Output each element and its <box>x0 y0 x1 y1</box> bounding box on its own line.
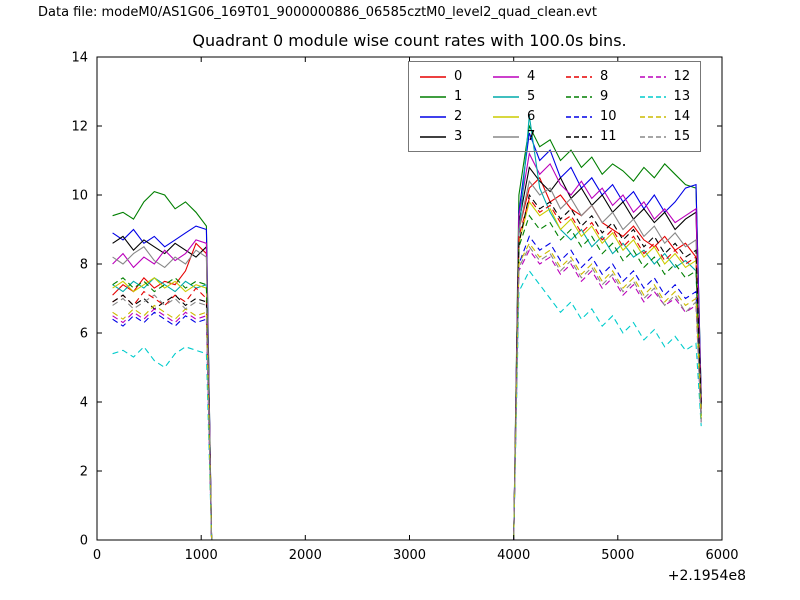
legend-label: 6 <box>527 109 536 124</box>
legend-line-sample <box>639 95 666 98</box>
legend-item-14: 14 <box>639 107 691 126</box>
legend-label: 9 <box>600 89 609 104</box>
legend-item-3: 3 <box>419 127 470 146</box>
x-tick-label: 1000 <box>185 548 218 563</box>
legend-item-2: 2 <box>419 107 470 126</box>
legend-item-10: 10 <box>565 107 617 126</box>
legend-item-8: 8 <box>565 67 617 86</box>
legend-label: 11 <box>600 129 617 144</box>
series-line-9 <box>112 214 702 541</box>
legend-item-15: 15 <box>639 127 691 146</box>
x-offset-label: +2.1954e8 <box>668 568 746 584</box>
series-line-10 <box>112 235 702 541</box>
legend-line-sample <box>493 135 519 138</box>
legend-item-0: 0 <box>419 67 470 86</box>
legend-item-11: 11 <box>565 127 617 146</box>
legend-item-6: 6 <box>492 107 543 126</box>
legend-item-7: 7 <box>492 127 543 146</box>
y-tick-label: 2 <box>80 465 88 480</box>
legend-label: 4 <box>527 69 536 84</box>
legend-item-1: 1 <box>419 87 470 106</box>
y-tick-label: 12 <box>71 120 88 135</box>
chart-title: Quadrant 0 module wise count rates with … <box>192 31 627 50</box>
legend-line-sample <box>639 75 666 78</box>
legend-label: 2 <box>454 109 463 124</box>
x-tick-label: 6000 <box>705 548 738 563</box>
series-line-13 <box>112 269 702 541</box>
series-line-8 <box>112 197 702 541</box>
y-tick-label: 0 <box>80 534 88 549</box>
legend-line-sample <box>566 135 592 138</box>
legend-line-sample <box>566 75 592 78</box>
series-line-14 <box>112 242 702 541</box>
y-tick-label: 4 <box>80 396 88 411</box>
series-line-7 <box>112 179 702 541</box>
legend-line-sample <box>493 115 519 118</box>
legend-line-sample <box>639 135 666 138</box>
legend-item-4: 4 <box>492 67 543 86</box>
legend-label: 8 <box>600 69 609 84</box>
legend-item-12: 12 <box>639 67 691 86</box>
legend-item-13: 13 <box>639 87 691 106</box>
legend-label: 7 <box>527 129 536 144</box>
series-line-2 <box>112 132 702 541</box>
legend-label: 15 <box>673 129 691 144</box>
y-tick-label: 8 <box>80 258 88 273</box>
y-tick-label: 10 <box>71 189 88 204</box>
legend-label: 13 <box>673 89 691 104</box>
x-tick-label: 4000 <box>497 548 530 563</box>
legend-item-5: 5 <box>492 87 543 106</box>
x-tick-label: 2000 <box>289 548 322 563</box>
legend-line-sample <box>420 75 446 78</box>
legend-line-sample <box>420 135 446 138</box>
series-line-11 <box>112 193 702 541</box>
series-line-0 <box>112 176 702 541</box>
legend-label: 12 <box>673 69 691 84</box>
legend-line-sample <box>493 75 519 78</box>
series-line-6 <box>112 200 702 541</box>
legend-label: 3 <box>454 129 463 144</box>
series-line-12 <box>112 249 702 541</box>
legend-item-9: 9 <box>565 87 617 106</box>
legend-line-sample <box>639 115 666 118</box>
series-line-15 <box>112 245 702 541</box>
legend-line-sample <box>566 115 592 118</box>
x-tick-label: 3000 <box>393 548 426 563</box>
legend-label: 1 <box>454 89 463 104</box>
legend-label: 14 <box>673 109 691 124</box>
legend: 0 1 2 3 4 5 6 7 8 9 10 11 12 13 14 15 <box>408 61 702 152</box>
legend-label: 0 <box>454 69 463 84</box>
legend-label: 10 <box>600 109 617 124</box>
x-tick-label: 5000 <box>601 548 634 563</box>
series-line-4 <box>112 151 702 541</box>
x-tick-label: 0 <box>93 548 101 563</box>
y-tick-label: 6 <box>80 327 88 342</box>
data-file-label: Data file: modeM0/AS1G06_169T01_90000008… <box>38 5 597 20</box>
series-line-5 <box>112 115 702 541</box>
legend-line-sample <box>493 95 519 98</box>
legend-label: 5 <box>527 89 536 104</box>
series-line-3 <box>112 166 702 541</box>
legend-line-sample <box>420 115 446 118</box>
legend-line-sample <box>420 95 446 98</box>
y-tick-label: 14 <box>71 51 88 66</box>
series-line-1 <box>112 124 702 541</box>
legend-line-sample <box>566 95 592 98</box>
